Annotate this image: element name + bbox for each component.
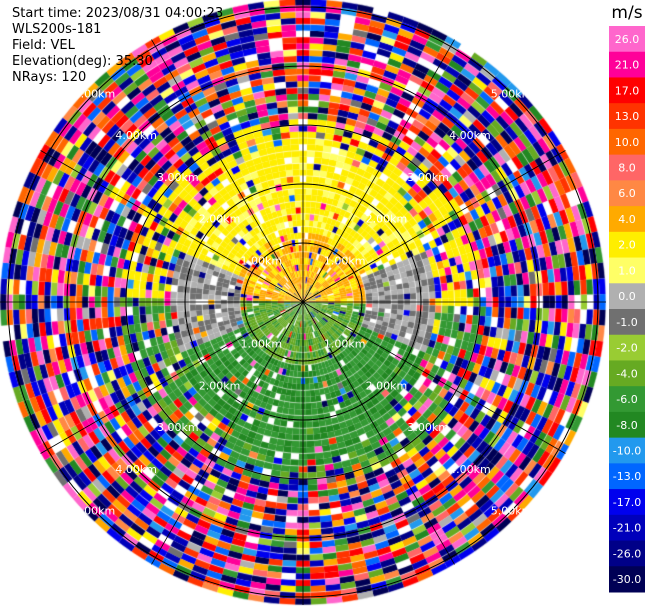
colorbar-tick-label: -26.0 [613,547,641,560]
colorbar-tick-label: -1.0 [616,316,637,329]
range-ring-label: 2.00km [366,379,408,392]
range-ring-label: 1.00km [324,338,366,351]
colorbar-bin [609,309,645,336]
colorbar-bin [609,26,645,53]
colorbar-bin [609,514,645,542]
range-ring-label: 5.00km [491,87,533,100]
range-ring-label: 3.00km [407,421,449,434]
range-ring-label: 3.00km [407,171,449,184]
range-ring-label: 2.00km [366,213,408,226]
nrays-label: NRays: 120 [12,70,87,85]
azimuth-line [151,301,304,565]
colorbar-bin [609,386,645,413]
elevation-label: Elevation(deg): 35.30 [12,54,153,69]
colorbar-bin [609,77,645,104]
colorbar-tick-label: 6.0 [618,187,636,200]
colorbar-tick-label: -30.0 [613,573,641,586]
colorbar-tick-label: -2.0 [616,342,637,355]
colorbar-unit-label: m/s [611,3,642,23]
colorbar-tick-label: 0.0 [618,290,636,303]
colorbar-bin [609,283,645,310]
colorbar-tick-label: 2.0 [618,239,636,252]
colorbar-bin [609,540,645,567]
azimuth-line [302,150,566,303]
colorbar-bin [609,206,645,233]
instrument-label: WLS200s-181 [12,22,102,37]
colorbar-tick-label: -4.0 [616,367,637,380]
colorbar-bin [609,489,645,516]
range-ring-label: 1.00km [240,338,282,351]
colorbar-tick-label: 21.0 [615,59,640,72]
colorbar-tick-label: -6.0 [616,393,637,406]
azimuth-lines [0,0,606,605]
colorbar-tick-label: -17.0 [613,496,641,509]
colorbar-tick-label: -8.0 [616,419,637,432]
colorbar-bin [609,360,645,387]
azimuth-line [40,301,304,454]
colorbar-tick-label: -21.0 [613,522,641,535]
range-ring-label: 4.00km [115,463,157,476]
range-ring-label: 1.00km [324,254,366,267]
colorbar-tick-label: -13.0 [613,470,641,483]
colorbar-bin [609,231,645,259]
colorbar-tick-label: 1.0 [618,264,636,277]
range-ring-label: 1.00km [240,254,282,267]
range-ring-label: 4.00km [115,129,157,142]
azimuth-line [40,150,304,303]
colorbar-bin [609,103,645,130]
azimuth-line [302,301,455,565]
colorbar-bin [609,257,645,284]
colorbar-bin [609,566,645,593]
colorbar-bin [609,411,645,439]
colorbar-bin [609,437,645,464]
azimuth-line [151,39,304,303]
range-ring-label: 4.00km [449,463,491,476]
colorbar-tick-label: 4.0 [618,213,636,226]
range-ring-label: 4.00km [449,129,491,142]
colorbar-bin [609,334,645,361]
range-ring-label: 2.00km [199,379,241,392]
range-ring-label: 5.00km [74,87,116,100]
start-time-label: Start time: 2023/08/31 04:00:23 [12,6,224,21]
colorbar-bin [609,51,645,78]
colorbar-bin [609,180,645,207]
colorbar-bin [609,463,645,490]
colorbar-tick-label: 17.0 [615,84,640,97]
range-ring-label: 5.00km [74,505,116,518]
colorbar-tick-label: 13.0 [615,110,640,123]
colorbar-bin [609,154,645,181]
colorbar-bin [609,128,645,156]
azimuth-line [302,39,455,303]
range-ring-label: 3.00km [157,421,199,434]
colorbar-tick-label: 10.0 [615,136,640,149]
colorbar-tick-label: -10.0 [613,445,641,458]
colorbar-tick-label: 26.0 [615,33,640,46]
range-ring-labels: 1.00km 1.00km 1.00km 1.00km 2.00km 2.00km 2.00… [74,87,533,517]
range-ring-label: 2.00km [199,213,241,226]
colorbar-tick-label: 8.0 [618,162,636,175]
azimuth-line [302,301,566,454]
field-label: Field: VEL [12,38,75,53]
range-ring-label: 3.00km [157,171,199,184]
colorbar: m/s 26.0 21.0 17.0 13.0 10.0 8.0 6.0 4.0 2.0 1.0 0.… [609,3,645,593]
range-ring-label: 5.00km [491,505,533,518]
